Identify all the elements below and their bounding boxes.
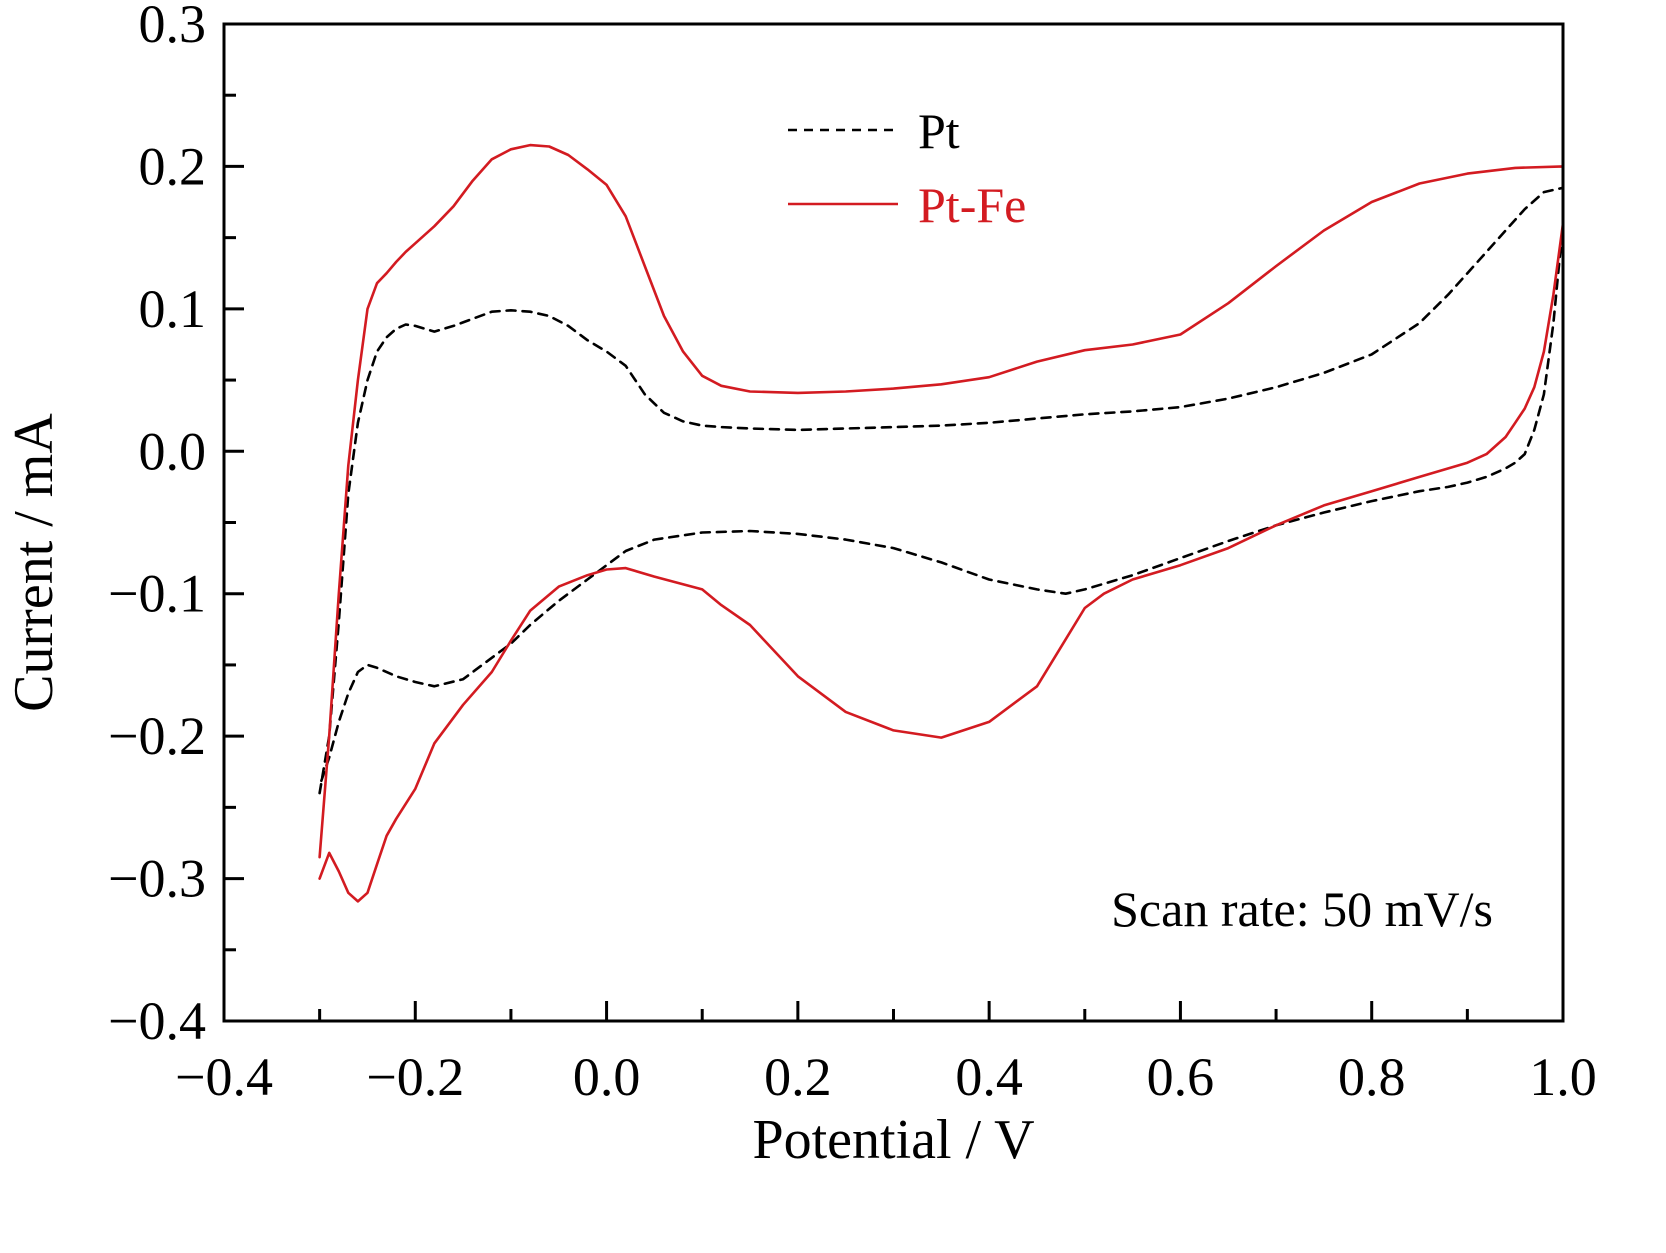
y-tick-label: 0.3 <box>139 0 207 54</box>
x-tick-label: 1.0 <box>1529 1047 1597 1107</box>
legend-label: Pt-Fe <box>918 177 1026 233</box>
legend-label: Pt <box>918 103 960 159</box>
y-axis-title: Current / mA <box>3 413 65 712</box>
y-tick-label: 0.2 <box>139 136 207 196</box>
y-tick-label: 0.0 <box>139 421 207 481</box>
y-tick-label: −0.1 <box>108 564 206 624</box>
x-axis-ticks: −0.4 −0.2 0.0 0.2 0.4 0.6 0.8 1.0 <box>175 1001 1597 1107</box>
y-tick-label: −0.4 <box>108 991 206 1051</box>
x-axis-title: Potential / V <box>752 1109 1034 1171</box>
y-tick-label: 0.1 <box>139 279 207 339</box>
series-line-pt <box>318 186 1565 795</box>
series-line-pt-fe <box>318 143 1565 903</box>
x-tick-label: 0.0 <box>573 1047 641 1107</box>
x-tick-label: 0.8 <box>1338 1047 1406 1107</box>
series-layer <box>318 143 1565 903</box>
x-tick-label: 0.6 <box>1147 1047 1215 1107</box>
plot-frame <box>222 22 1565 1023</box>
x-tick-label: 0.4 <box>955 1047 1023 1107</box>
y-axis-ticks: 0.3 0.2 0.1 0.0 −0.1 −0.2 −0.3 −0.4 <box>108 0 244 1051</box>
x-tick-label: −0.2 <box>366 1047 464 1107</box>
x-tick-label: 0.2 <box>764 1047 832 1107</box>
y-tick-label: −0.2 <box>108 706 206 766</box>
legend: Pt Pt-Fe <box>788 103 1026 233</box>
scan-rate-annotation: Scan rate: 50 mV/s <box>1111 881 1493 937</box>
y-tick-label: −0.3 <box>108 849 206 909</box>
x-tick-label: −0.4 <box>175 1047 273 1107</box>
